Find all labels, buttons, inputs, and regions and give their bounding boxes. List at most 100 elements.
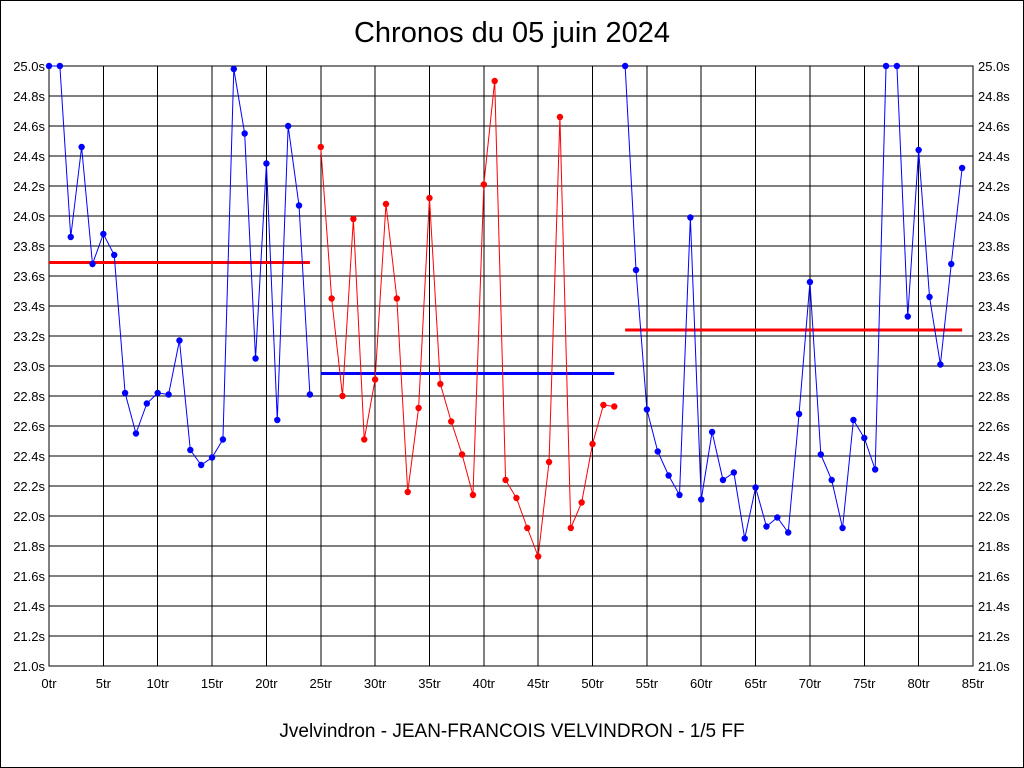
x-tick-label: 75tr (853, 676, 876, 691)
data-point (719, 476, 727, 484)
data-point (165, 391, 172, 398)
data-point (415, 404, 422, 412)
y-tick-label-right: 22.0s (978, 509, 1010, 524)
y-tick-label-right: 24.4s (978, 149, 1010, 164)
data-point (665, 472, 672, 479)
data-point (676, 491, 683, 499)
data-point (295, 202, 303, 209)
y-tick-label-right: 22.2s (978, 479, 1010, 494)
data-point (121, 389, 129, 397)
x-tick-label: 85tr (962, 676, 985, 691)
data-point (513, 494, 520, 502)
y-tick-label-right: 21.6s (978, 569, 1010, 584)
y-tick-label-right: 22.8s (978, 389, 1010, 404)
data-point (904, 313, 911, 320)
y-tick-label-left: 21.0s (13, 659, 45, 674)
x-tick-label: 0tr (41, 676, 57, 691)
data-point (143, 400, 151, 407)
x-tick-label: 65tr (744, 676, 767, 691)
data-point (111, 251, 118, 259)
y-tick-label-left: 25.0s (13, 59, 45, 74)
data-point (817, 451, 825, 458)
data-point (284, 122, 292, 130)
data-point (274, 416, 281, 424)
data-point (154, 389, 161, 397)
y-tick-label-right: 22.4s (978, 449, 1010, 464)
y-tick-label-right: 21.2s (978, 629, 1010, 644)
data-point (828, 476, 835, 484)
data-point (524, 524, 531, 532)
data-point (56, 62, 64, 70)
x-tick-label: 50tr (581, 676, 604, 691)
data-point (556, 113, 564, 121)
x-tick-label: 40tr (473, 676, 496, 691)
y-tick-label-right: 24.2s (978, 179, 1010, 194)
plot-border (48, 65, 974, 667)
data-point (241, 130, 248, 137)
data-point (545, 458, 553, 466)
data-point (654, 448, 661, 455)
data-point (469, 491, 477, 499)
y-tick-label-left: 22.0s (13, 509, 45, 524)
data-point (89, 260, 96, 268)
y-tick-label-left: 23.0s (13, 359, 45, 374)
x-tick-label: 20tr (255, 676, 278, 691)
y-tick-label-right: 23.0s (978, 359, 1010, 374)
data-point (208, 454, 216, 461)
data-point (404, 488, 411, 496)
data-point (861, 434, 868, 442)
x-tick-label: 30tr (364, 676, 387, 691)
data-point (306, 391, 314, 398)
x-tick-label: 60tr (690, 676, 713, 691)
y-tick-label-right: 24.8s (978, 89, 1010, 104)
data-point (643, 406, 651, 413)
data-point (806, 278, 814, 286)
data-point (458, 451, 466, 458)
data-point (915, 146, 922, 154)
data-point (371, 376, 379, 383)
data-point (741, 535, 748, 542)
data-point (393, 295, 401, 302)
x-tick-label: 15tr (201, 676, 224, 691)
data-point (698, 496, 705, 503)
data-point (339, 392, 346, 400)
data-point (382, 200, 390, 208)
y-tick-label-left: 24.6s (13, 119, 45, 134)
data-point (687, 214, 694, 221)
data-point (578, 499, 585, 506)
data-point (948, 260, 955, 268)
grid-lines (48, 65, 974, 667)
x-tick-label: 35tr (418, 676, 441, 691)
y-tick-label-left: 22.6s (13, 419, 45, 434)
y-tick-label-right: 21.8s (978, 539, 1010, 554)
data-point (502, 476, 509, 484)
y-tick-label-left: 24.8s (13, 89, 45, 104)
y-tick-label-right: 23.8s (978, 239, 1010, 254)
data-point (600, 401, 607, 409)
x-tick-label: 70tr (799, 676, 822, 691)
data-point (839, 524, 846, 532)
data-point (317, 143, 324, 151)
data-point (230, 65, 237, 73)
y-tick-label-left: 23.4s (13, 299, 45, 314)
data-point (752, 484, 759, 491)
data-point (426, 194, 433, 202)
data-point (132, 430, 140, 437)
y-tick-label-right: 23.6s (978, 269, 1010, 284)
data-point (871, 466, 879, 473)
data-point (480, 181, 488, 188)
data-point (350, 215, 357, 223)
data-point (958, 164, 966, 172)
data-point (937, 361, 944, 368)
y-tick-label-left: 21.6s (13, 569, 45, 584)
data-point (632, 266, 640, 274)
data-point (252, 355, 259, 362)
y-tick-label-right: 24.0s (978, 209, 1010, 224)
data-point (187, 446, 194, 454)
y-tick-label-left: 22.4s (13, 449, 45, 464)
x-tick-label: 55tr (636, 676, 659, 691)
y-tick-label-left: 24.0s (13, 209, 45, 224)
data-point (328, 295, 335, 302)
y-tick-label-left: 23.6s (13, 269, 45, 284)
data-point (708, 428, 716, 436)
